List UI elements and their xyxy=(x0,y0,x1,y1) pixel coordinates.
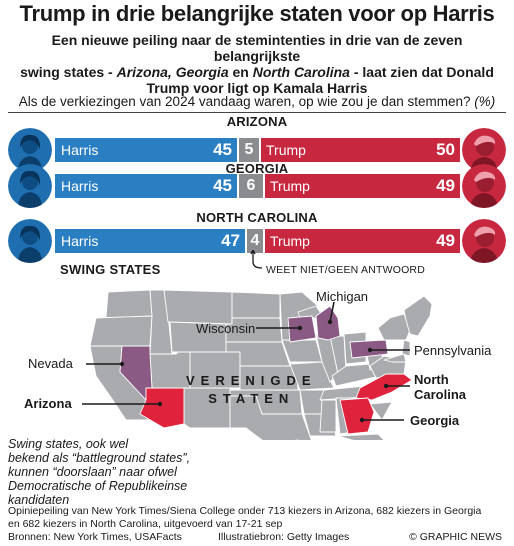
source-note: Opiniepeiling van New York Times/Siena C… xyxy=(8,505,482,530)
label-georgia: Georgia xyxy=(410,413,460,428)
dont-know-arrow-icon xyxy=(250,250,263,269)
michigan-pointer xyxy=(329,301,335,323)
arizona-dot xyxy=(157,401,163,407)
state-new-jersey xyxy=(401,339,411,357)
state-texas xyxy=(229,395,312,440)
state-utah xyxy=(149,351,191,389)
harris-bar: Harris 45 xyxy=(55,174,237,198)
harris-portrait xyxy=(8,164,52,208)
georgia-dot xyxy=(359,417,365,423)
state-north-dakota xyxy=(231,291,281,319)
michigan-dot xyxy=(327,319,333,325)
harris-value: 47 xyxy=(221,231,240,250)
state-washington xyxy=(105,289,153,319)
label-wisconsin: Wisconsin xyxy=(196,321,256,336)
subtitle-line-1: Een nieuwe peiling naar de stemintenties… xyxy=(51,32,463,64)
trump-portrait xyxy=(462,219,506,263)
wisconsin-dot xyxy=(297,325,303,331)
label-nevada: Nevada xyxy=(28,356,73,371)
harris-label: Harris xyxy=(61,178,99,194)
state-missouri xyxy=(289,361,335,391)
undecided-bar: 5 xyxy=(239,138,259,162)
sources: Bronnen: New York Times, USAFacts xyxy=(8,531,182,543)
state-oregon xyxy=(89,315,153,347)
harris-label: Harris xyxy=(61,142,99,158)
state-arizona xyxy=(139,387,185,429)
trump-bar: Trump 49 xyxy=(265,229,460,253)
state-title: ARIZONA xyxy=(226,114,288,129)
illustration-credit: Illustratiebron: Getty Images xyxy=(218,531,350,543)
state-title: NORTH CAROLINA xyxy=(196,210,318,225)
state-florida xyxy=(337,433,385,440)
state-south-carolina xyxy=(369,401,393,421)
trump-bar: Trump 49 xyxy=(265,174,460,198)
subtitle-line-3: Trump voor ligt op Kamala Harris xyxy=(146,80,368,96)
trump-bar: Trump 50 xyxy=(261,138,460,162)
harris-value: 45 xyxy=(213,176,232,195)
pennsylvania-dot xyxy=(367,347,373,353)
trump-label: Trump xyxy=(270,233,310,249)
subtitle-line-2: swing states - Arizona, Georgia en North… xyxy=(20,64,494,80)
trump-label: Trump xyxy=(266,142,306,158)
trump-portrait xyxy=(462,164,506,208)
swing-states-note: Swing states, ook wel bekend als “battle… xyxy=(8,437,191,507)
trump-value: 50 xyxy=(436,140,455,159)
north-carolina-dot xyxy=(383,383,389,389)
trump-value: 49 xyxy=(436,176,455,195)
label-north-carolina: North Carolina xyxy=(414,372,467,402)
divider xyxy=(8,112,506,113)
footer: Bronnen: New York Times, USAFacts Illust… xyxy=(8,531,508,543)
harris-value: 45 xyxy=(213,140,232,159)
question: Als de verkiezingen van 2024 vandaag war… xyxy=(0,94,514,109)
trump-value: 49 xyxy=(436,231,455,250)
country-label: VERENIGDE STATEN xyxy=(186,373,317,406)
harris-bar: Harris 45 xyxy=(55,138,237,162)
question-text: Als de verkiezingen van 2024 vandaag war… xyxy=(18,94,471,109)
harris-portrait xyxy=(8,219,52,263)
question-unit: (%) xyxy=(474,94,496,109)
subtitle: Een nieuwe peiling naar de stemintenties… xyxy=(18,32,496,96)
page-title: Trump in drie belangrijke staten voor op… xyxy=(19,1,495,26)
graphic-news-credit: © GRAPHIC NEWS xyxy=(409,531,502,543)
label-pennsylvania: Pennsylvania xyxy=(414,343,492,358)
harris-label: Harris xyxy=(61,233,99,249)
state-georgia xyxy=(339,397,375,435)
state-title: GEORGIA xyxy=(225,161,289,176)
state-wisconsin xyxy=(287,315,317,343)
state-new-england xyxy=(403,295,433,337)
label-michigan: Michigan xyxy=(316,289,369,304)
us-map xyxy=(82,289,433,440)
nevada-dot xyxy=(119,361,125,367)
trump-label: Trump xyxy=(270,178,310,194)
state-maryland xyxy=(383,353,407,363)
swing-states-title: SWING STATES xyxy=(60,262,161,277)
state-mississippi xyxy=(319,399,337,433)
dont-know-label: WEET NIET/GEEN ANTWOORD xyxy=(266,264,425,276)
state-montana xyxy=(163,289,233,325)
harris-bar: Harris 47 xyxy=(55,229,245,253)
state-michigan xyxy=(315,305,341,341)
label-arizona: Arizona xyxy=(24,396,72,411)
undecided-bar: 4 xyxy=(247,229,263,253)
undecided-bar: 6 xyxy=(239,174,263,198)
